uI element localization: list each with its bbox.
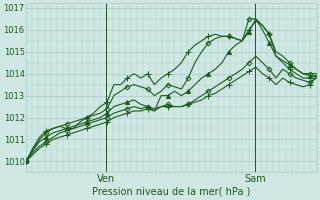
X-axis label: Pression niveau de la mer( hPa ): Pression niveau de la mer( hPa ): [92, 187, 251, 197]
